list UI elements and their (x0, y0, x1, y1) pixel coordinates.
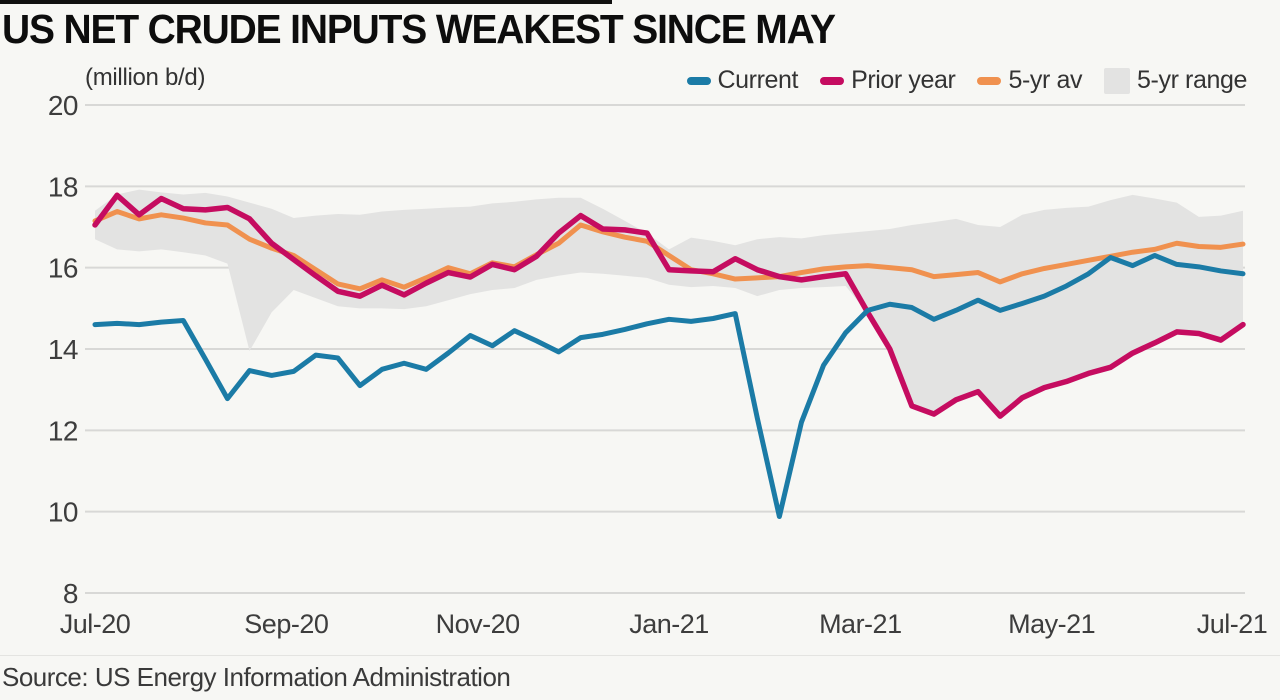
legend-label-5yr-range: 5-yr range (1137, 66, 1247, 94)
x-tick-label-Jul-21: Jul-21 (1197, 609, 1268, 639)
x-tick-label-May-21: May-21 (1008, 609, 1095, 639)
legend-item-current: Current (686, 66, 799, 95)
y-tick-label-10: 10 (48, 497, 78, 528)
legend-item-prior-year: Prior year (820, 66, 956, 95)
y-tick-label-8: 8 (63, 578, 78, 609)
legend-label-prior-year: Prior year (851, 66, 956, 94)
y-tick-label-16: 16 (48, 253, 78, 284)
top-accent-rule (0, 0, 612, 4)
x-tick-label-Sep-20: Sep-20 (244, 609, 328, 639)
y-tick-label-18: 18 (48, 171, 78, 202)
y-tick-label-20: 20 (48, 90, 78, 121)
legend-label-5yr-av: 5-yr av (1008, 66, 1083, 94)
page-title: US NET CRUDE INPUTS WEAKEST SINCE MAY (2, 6, 836, 52)
x-tick-label-Nov-20: Nov-20 (436, 609, 520, 639)
five-yr-av-line-swatch-icon (977, 76, 1002, 85)
range-band-area (95, 189, 1243, 417)
series-line-current (92, 252, 1246, 520)
y-tick-label-14: 14 (48, 334, 78, 365)
axis-unit-label: (million b/d) (85, 64, 206, 91)
source-note: Source: US Energy Information Administra… (2, 662, 511, 692)
legend-item-5yr-av: 5-yr av (977, 66, 1082, 95)
x-tick-label-Jul-20: Jul-20 (60, 609, 131, 639)
five-yr-range-area-swatch-icon (1104, 67, 1131, 94)
legend-item-5yr-range: 5-yr range (1104, 66, 1247, 95)
x-tick-label-Jan-21: Jan-21 (629, 609, 709, 639)
footer-rule (0, 655, 1280, 656)
series-line-prior-year (92, 192, 1246, 419)
legend: Current Prior year 5-yr av 5-yr range (686, 66, 1247, 95)
x-tick-label-Mar-21: Mar-21 (819, 609, 902, 639)
current-line-swatch-icon (686, 76, 711, 85)
legend-label-current: Current (717, 66, 799, 94)
prior-year-line-swatch-icon (820, 76, 845, 85)
y-tick-label-12: 12 (48, 415, 78, 446)
